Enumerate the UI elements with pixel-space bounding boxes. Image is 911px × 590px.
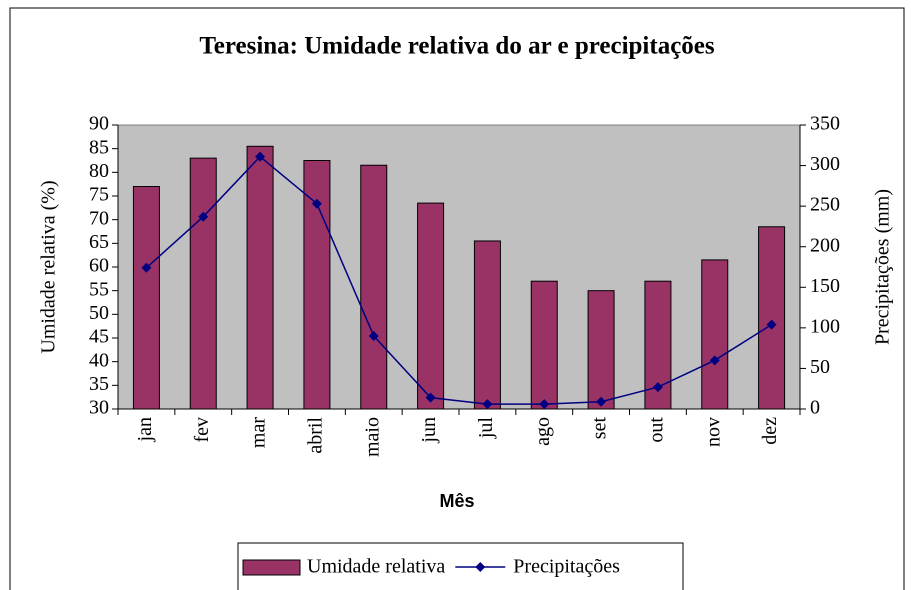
point [368, 330, 379, 341]
x-tick-label: set [589, 417, 611, 440]
line [145, 155, 772, 405]
x-tick-label: out [646, 417, 668, 443]
y2-tick-label: 150 [810, 275, 840, 297]
legend-label: Umidade relativa [307, 556, 445, 578]
bar [303, 160, 331, 410]
y-tick-label: 65 [89, 231, 109, 253]
point [539, 399, 550, 410]
point [596, 396, 607, 407]
y2-tick-label: 250 [810, 194, 840, 216]
point [311, 198, 322, 209]
y2-tick-label: 300 [810, 153, 840, 175]
point [766, 319, 777, 330]
point [255, 151, 266, 162]
plot-area [117, 124, 801, 410]
x-axis-title: Mês [439, 491, 474, 511]
y-tick-label: 55 [89, 278, 109, 300]
y-tick-label: 50 [89, 302, 109, 324]
x-tick-label: jun [418, 417, 440, 444]
bar [417, 202, 445, 410]
y2-axis-title: Precipitações (mm) [872, 189, 894, 345]
y2-tick-label: 350 [810, 113, 840, 135]
bar [530, 280, 558, 410]
y-tick-label: 30 [89, 397, 109, 419]
bar [587, 290, 615, 410]
point [198, 211, 209, 222]
point [482, 399, 493, 410]
x-tick-label: fev [191, 417, 213, 443]
legend-swatch [242, 559, 301, 576]
bar [189, 157, 217, 410]
y-tick-label: 70 [89, 207, 109, 229]
chart-title: Teresina: Umidade relativa do ar e preci… [199, 33, 715, 60]
y-tick-label: 45 [89, 326, 109, 348]
legend-label: Precipitações [513, 556, 620, 578]
point [652, 382, 663, 393]
x-tick-label: jan [134, 417, 156, 442]
point [141, 262, 152, 273]
x-tick-label: mar [248, 417, 270, 448]
bar [701, 259, 729, 410]
x-tick-label: dez [759, 417, 781, 445]
bar [473, 240, 501, 410]
y-tick-label: 35 [89, 373, 109, 395]
y2-tick-label: 200 [810, 234, 840, 256]
y2-tick-label: 50 [810, 356, 830, 378]
point [425, 392, 436, 403]
y-tick-label: 40 [89, 349, 109, 371]
y-tick-label: 60 [89, 255, 109, 277]
bar [360, 164, 388, 410]
bar [246, 145, 274, 410]
legend-marker [475, 562, 486, 572]
point [709, 355, 720, 366]
x-tick-label: ago [532, 417, 554, 446]
y-tick-label: 80 [89, 160, 109, 182]
bar [132, 186, 160, 410]
x-tick-label: abril [305, 417, 327, 454]
x-tick-label: jul [475, 417, 497, 440]
y-tick-label: 85 [89, 136, 109, 158]
y-tick-label: 75 [89, 184, 109, 206]
bar [758, 226, 786, 410]
y2-tick-label: 100 [810, 315, 840, 337]
x-tick-label: maio [361, 417, 383, 457]
y-axis-title: Umidade relativa (%) [38, 180, 60, 353]
y2-tick-label: 0 [810, 397, 820, 419]
y-tick-label: 90 [89, 113, 109, 135]
x-tick-label: nov [702, 417, 724, 447]
